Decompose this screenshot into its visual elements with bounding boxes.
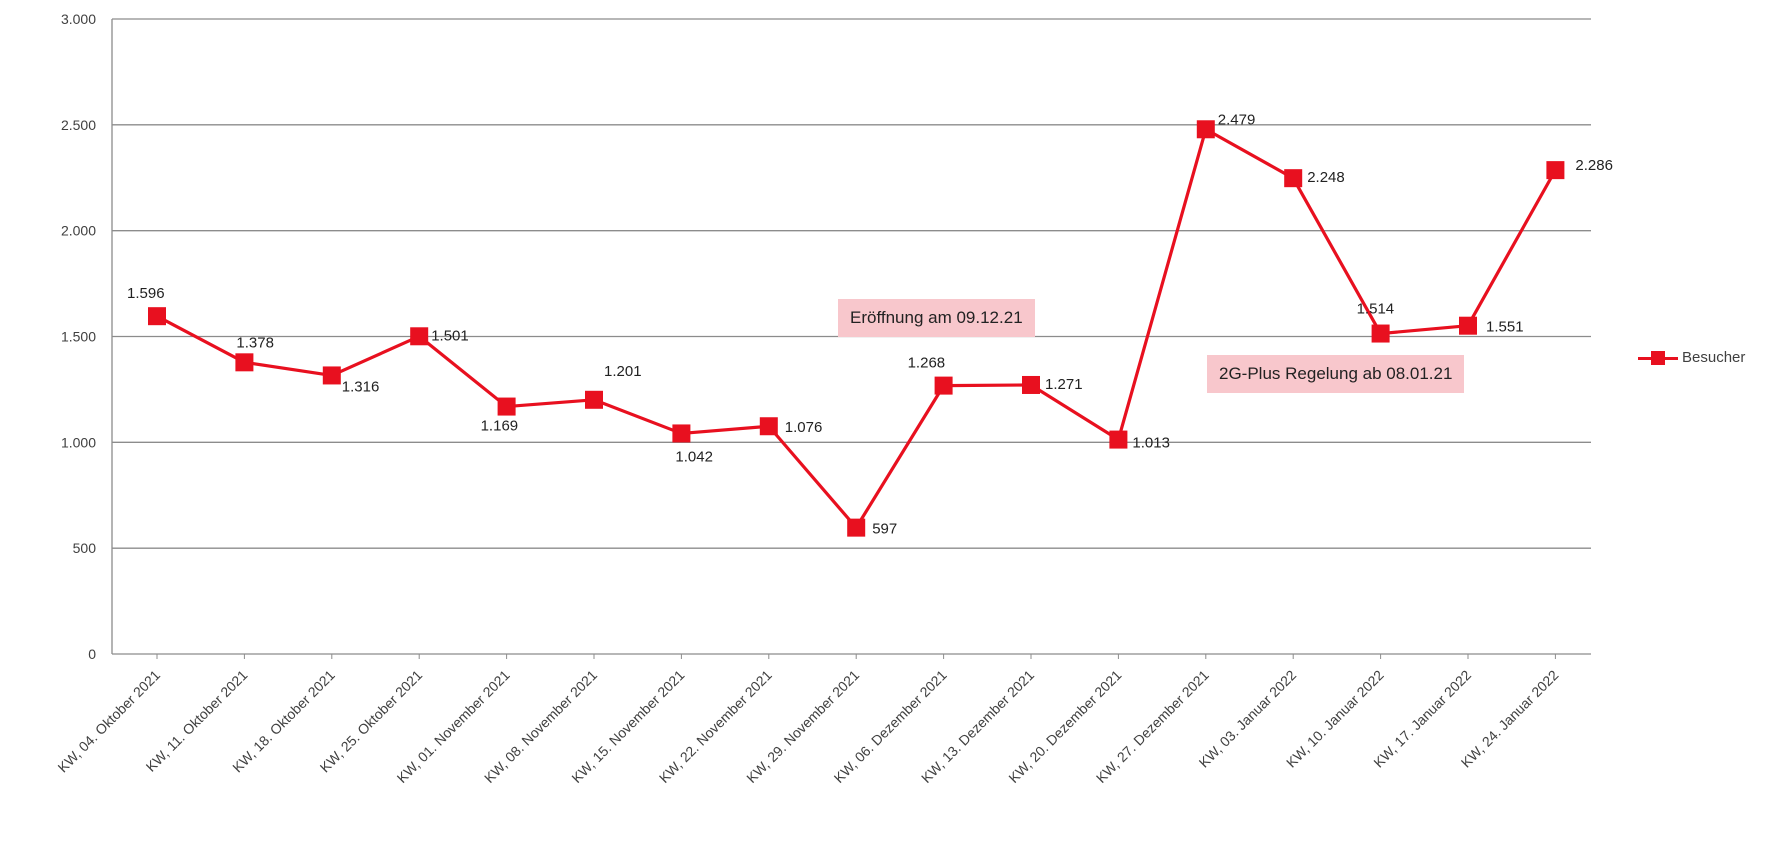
data-label: 1.268	[908, 355, 946, 372]
y-axis-tick-labels: 0 500 1.000 1.500 2.000 2.500 3.000	[61, 11, 96, 662]
data-label: 1.316	[342, 378, 380, 395]
data-point	[1196, 120, 1215, 139]
legend: Besucher	[1638, 349, 1745, 366]
data-point	[322, 366, 341, 385]
data-label: 1.596	[127, 285, 165, 302]
data-point	[759, 417, 778, 436]
data-label: 597	[872, 521, 897, 538]
data-label: 2.286	[1575, 157, 1613, 174]
data-point	[585, 390, 603, 409]
y-tick-label: 500	[73, 540, 97, 556]
data-point	[934, 376, 953, 395]
data-point	[1022, 375, 1040, 394]
data-label: 1.013	[1132, 435, 1170, 452]
x-tick-label: KW, 10. Januar 2022	[1283, 667, 1387, 771]
x-tick-label: KW, 03. Januar 2022	[1196, 667, 1300, 771]
y-tick-label: 1.500	[61, 329, 96, 345]
axes	[111, 19, 1591, 659]
data-point	[235, 353, 254, 372]
y-tick-label: 3.000	[61, 11, 96, 27]
legend-label-besucher: Besucher	[1682, 349, 1746, 366]
annotation-2g-plus: 2G-Plus Regelung ab 08.01.21	[1207, 355, 1465, 393]
data-label: 1.076	[785, 419, 823, 436]
data-label: 2.248	[1307, 169, 1345, 186]
y-tick-label: 1.000	[61, 434, 96, 450]
data-point	[410, 327, 429, 346]
gridlines	[112, 18, 1591, 549]
data-point	[847, 518, 866, 537]
data-point	[148, 307, 166, 326]
data-label: 1.551	[1486, 319, 1524, 336]
data-point	[1109, 430, 1128, 449]
data-point	[1371, 324, 1390, 343]
data-label: 1.042	[675, 448, 713, 465]
data-label: 1.501	[431, 327, 469, 344]
data-label: 1.271	[1045, 376, 1083, 393]
data-labels: 1.596 1.378 1.316 1.501 1.169 1.201 1.042 1.076…	[127, 111, 1613, 537]
data-point	[672, 424, 691, 443]
data-point	[1546, 161, 1565, 180]
data-point	[1284, 169, 1303, 188]
y-tick-label: 2.500	[61, 117, 96, 133]
data-point	[497, 397, 516, 416]
series-besucher	[148, 120, 1565, 537]
y-tick-label: 0	[88, 646, 96, 662]
legend-marker-icon	[1638, 350, 1678, 365]
data-label: 2.479	[1218, 111, 1256, 128]
data-label: 1.201	[604, 363, 642, 380]
data-point	[1459, 316, 1477, 335]
data-label: 1.378	[236, 334, 274, 351]
annotation-eroeffnung: Eröffnung am 09.12.21	[838, 299, 1035, 337]
x-tick-label: KW, 17. Januar 2022	[1370, 667, 1474, 771]
data-label: 1.169	[481, 418, 519, 435]
data-label: 1.514	[1357, 301, 1395, 318]
y-tick-label: 2.000	[61, 223, 96, 239]
x-tick-label: KW, 24. Januar 2022	[1458, 667, 1562, 771]
